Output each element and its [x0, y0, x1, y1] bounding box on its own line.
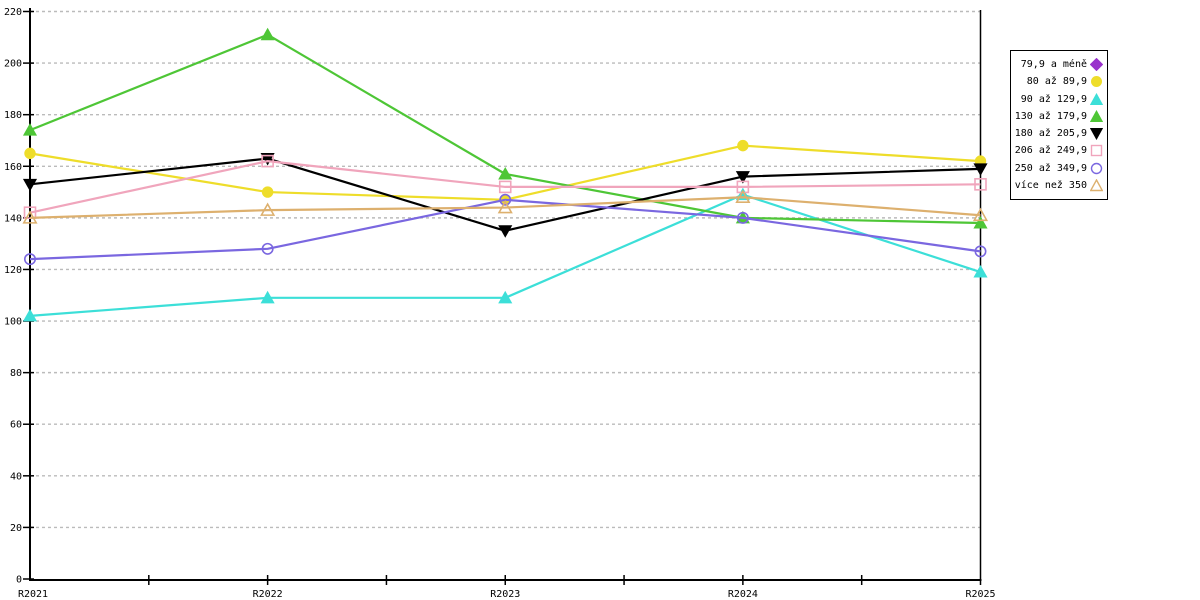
legend-item-5: 206 až 249,9 [1015, 143, 1103, 158]
x-tick-label-R2024: R2024 [728, 589, 758, 600]
series-1-marker-3 [737, 139, 749, 152]
circle-glyph [1090, 162, 1103, 174]
diamond-glyph [1090, 58, 1103, 72]
legend-label: 79,9 a méně [1020, 59, 1087, 71]
x-tick-label-R2023: R2023 [490, 589, 520, 600]
series-4-marker-2 [498, 225, 513, 238]
series-2-marker-2 [498, 290, 513, 304]
legend-label: 180 až 205,9 [1014, 128, 1087, 140]
series-7-marker-0 [22, 210, 38, 224]
series-line-7 [29, 196, 981, 219]
circle-glyph [1091, 76, 1102, 88]
series-line-6 [29, 198, 981, 261]
x-tick-label-R2022: R2022 [253, 589, 283, 600]
legend-label: 250 až 349,9 [1014, 162, 1087, 174]
series-3-marker-0 [22, 123, 38, 136]
triangle-down-marker-icon [1090, 128, 1103, 141]
legend-label: 80 až 89,9 [1026, 76, 1087, 88]
series-4-marker-3 [735, 171, 750, 184]
series-5-marker-2 [498, 180, 512, 194]
series-7-marker-2 [497, 199, 513, 214]
y-tick-label-40: 40 [10, 471, 22, 482]
triangle-up-marker-icon [1090, 109, 1103, 122]
legend-label: 130 až 179,9 [1014, 110, 1087, 122]
triangle-up-glyph [1090, 109, 1103, 122]
series-5-marker-0 [23, 206, 37, 220]
series-7-marker-4 [972, 207, 989, 222]
legend-item-3: 130 až 179,9 [1015, 109, 1103, 124]
legend-item-1: 80 až 89,9 [1015, 74, 1103, 89]
y-tick-label-60: 60 [10, 420, 22, 431]
legend-item-0: 79,9 a méně [1015, 57, 1103, 72]
series-3-marker-2 [498, 166, 513, 180]
legend-item-2: 90 až 129,9 [1015, 92, 1103, 107]
series-2-marker-0 [22, 308, 38, 322]
series-1-marker-0 [24, 147, 36, 160]
square-marker-icon [1090, 145, 1103, 157]
legend-item-4: 180 až 205,9 [1015, 126, 1103, 141]
y-tick-label-0: 0 [16, 575, 22, 586]
y-tick-label-80: 80 [10, 368, 22, 379]
legend-item-7: více než 350 [1015, 178, 1103, 193]
series-7-marker-1 [260, 202, 276, 216]
x-tick-label-R2025: R2025 [965, 589, 995, 600]
circle-marker-icon [1091, 76, 1102, 88]
y-tick-label-180: 180 [4, 110, 22, 121]
y-tick-label-120: 120 [4, 265, 22, 276]
series-6-marker-2 [499, 193, 512, 206]
circle-marker-icon [1090, 162, 1103, 174]
series-4-marker-0 [22, 178, 38, 192]
legend-label: více než 350 [1014, 179, 1087, 191]
series-3-marker-1 [260, 27, 275, 41]
series-6-marker-3 [736, 211, 749, 224]
y-tick-label-20: 20 [10, 523, 22, 534]
legend-label: 206 až 249,9 [1014, 145, 1087, 157]
series-2-marker-4 [973, 265, 988, 278]
chart-legend: 79,9 a méně 80 až 89,9 90 až 129,9 130 až 1… [1010, 50, 1108, 200]
y-tick-label-200: 200 [4, 59, 22, 70]
series-1-marker-1 [261, 186, 274, 198]
series-5-marker-4 [974, 178, 987, 191]
legend-item-6: 250 až 349,9 [1015, 161, 1103, 176]
series-6-marker-1 [261, 242, 274, 255]
y-tick-label-160: 160 [4, 162, 22, 173]
diamond-marker-icon [1090, 58, 1103, 72]
series-2-marker-1 [260, 290, 275, 304]
triangle-down-glyph [1090, 128, 1103, 141]
series-line-5 [29, 160, 981, 214]
legend-label: 90 až 129,9 [1020, 93, 1087, 105]
y-tick-label-100: 100 [4, 317, 22, 328]
series-5-marker-1 [261, 154, 274, 168]
triangle-up-marker-icon [1090, 178, 1103, 192]
triangle-up-marker-icon [1090, 92, 1103, 105]
series-6-marker-4 [974, 245, 987, 258]
square-glyph [1090, 145, 1103, 157]
series-6-marker-0 [23, 253, 36, 266]
triangle-up-glyph [1090, 178, 1103, 192]
y-tick-label-140: 140 [4, 213, 22, 224]
series-7-marker-3 [735, 189, 751, 204]
triangle-up-glyph [1090, 92, 1103, 105]
x-tick-label-R2021: R2021 [18, 589, 48, 600]
y-tick-label-220: 220 [4, 7, 22, 18]
series-3-marker-4 [973, 216, 988, 229]
series-4-marker-4 [973, 163, 988, 176]
